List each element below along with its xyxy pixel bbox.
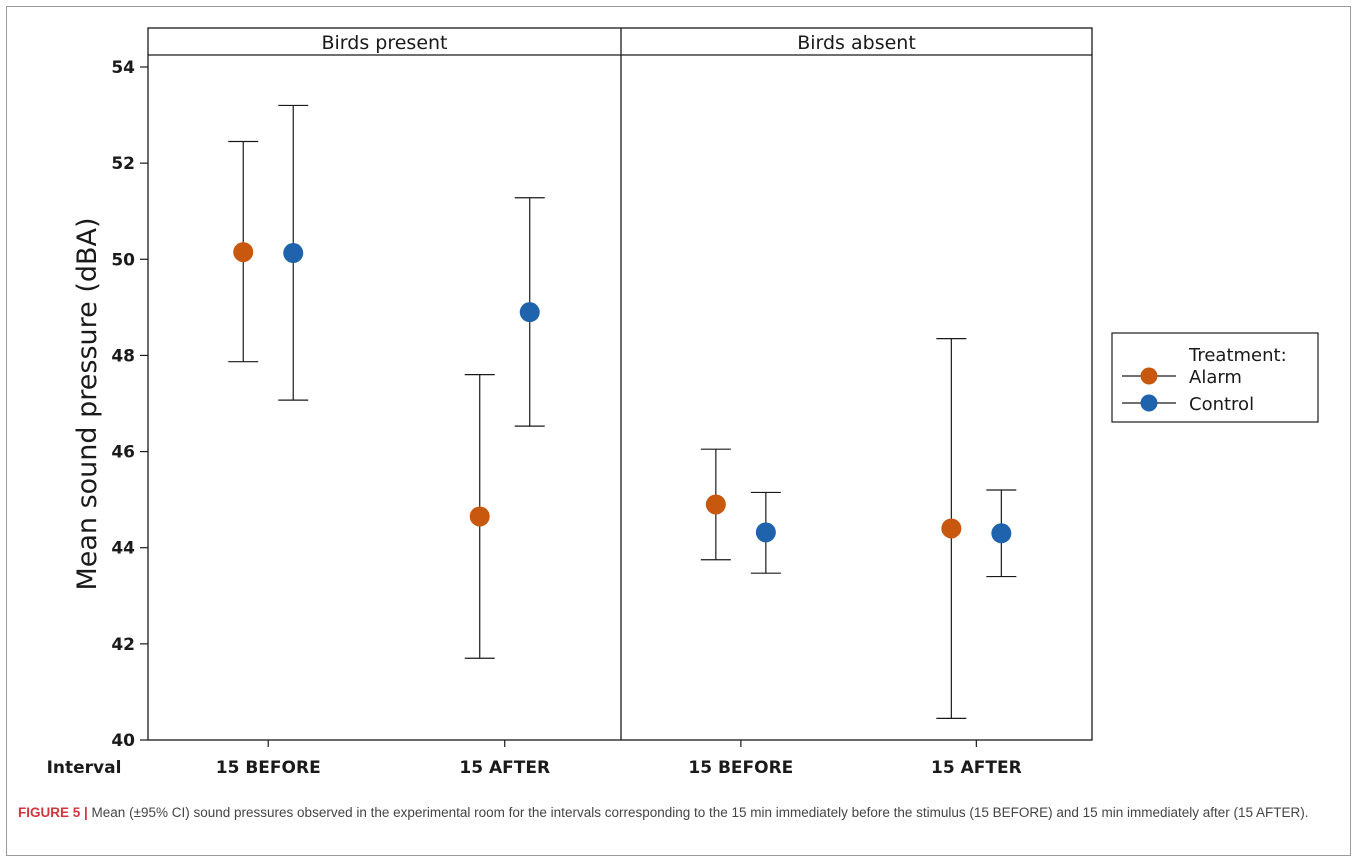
data-point-control bbox=[519, 302, 540, 323]
panel-title: Birds absent bbox=[797, 32, 916, 54]
data-point-alarm bbox=[469, 506, 490, 527]
x-tick-label: 15 AFTER bbox=[459, 758, 550, 778]
y-tick-label: 46 bbox=[111, 443, 135, 463]
caption-text: Mean (±95% CI) sound pressures observed … bbox=[87, 805, 1309, 820]
legend-title: Treatment: bbox=[1188, 345, 1287, 366]
plot-frame bbox=[147, 27, 1093, 741]
y-tick-label: 42 bbox=[111, 635, 135, 655]
y-tick-label: 44 bbox=[111, 539, 135, 559]
figure-caption: FIGURE 5 | Mean (±95% CI) sound pressure… bbox=[18, 803, 1328, 823]
legend-entry: Alarm bbox=[1189, 367, 1242, 388]
y-tick-label: 54 bbox=[111, 58, 135, 78]
data-point-alarm bbox=[941, 518, 962, 539]
caption-label: FIGURE 5 | bbox=[18, 805, 88, 820]
y-tick-label: 52 bbox=[111, 154, 135, 174]
y-axis-label: Mean sound pressure (dBA) bbox=[72, 217, 103, 590]
x-tick-label: 15 AFTER bbox=[931, 758, 1022, 778]
y-tick-label: 48 bbox=[111, 346, 135, 366]
x-tick-label: 15 BEFORE bbox=[216, 758, 321, 778]
legend-marker-alarm bbox=[1140, 367, 1158, 385]
interval-label: Interval bbox=[47, 758, 122, 778]
data-point-control bbox=[991, 523, 1012, 544]
y-tick-label: 40 bbox=[111, 731, 135, 751]
data-point-control bbox=[755, 522, 776, 543]
panel-title: Birds present bbox=[321, 32, 447, 54]
legend-marker-control bbox=[1140, 394, 1158, 412]
data-point-control bbox=[283, 243, 304, 264]
data-point-alarm bbox=[233, 242, 254, 263]
figure-frame bbox=[6, 6, 1351, 856]
data-point-alarm bbox=[705, 494, 726, 515]
x-tick-label: 15 BEFORE bbox=[688, 758, 793, 778]
legend-entry: Control bbox=[1189, 394, 1254, 415]
y-tick-label: 50 bbox=[111, 250, 135, 270]
